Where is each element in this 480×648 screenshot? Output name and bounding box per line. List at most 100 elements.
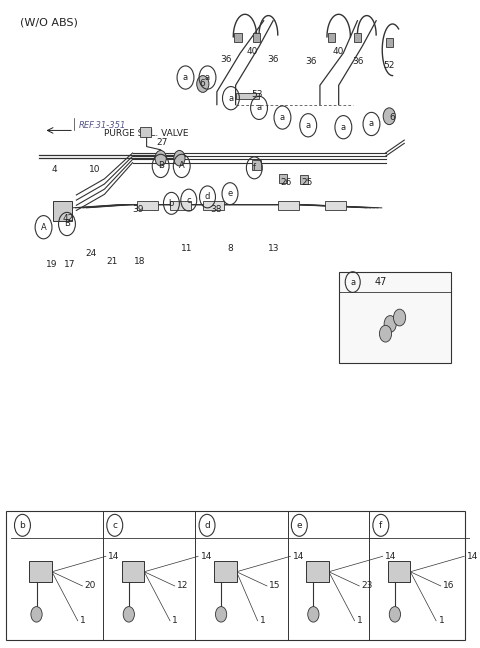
Text: 1: 1 bbox=[438, 616, 444, 625]
Text: d: d bbox=[205, 192, 210, 202]
Bar bbox=[137, 201, 158, 211]
Bar bbox=[253, 33, 261, 42]
Circle shape bbox=[379, 325, 392, 342]
Text: 16: 16 bbox=[443, 581, 455, 590]
Text: 40: 40 bbox=[246, 47, 258, 56]
Text: c: c bbox=[186, 196, 191, 205]
Text: 36: 36 bbox=[220, 55, 232, 64]
Text: c: c bbox=[112, 521, 117, 530]
Text: 27: 27 bbox=[156, 137, 168, 146]
Text: b: b bbox=[20, 521, 25, 530]
Bar bbox=[234, 33, 242, 42]
Circle shape bbox=[174, 150, 185, 166]
Text: 36: 36 bbox=[267, 55, 279, 64]
FancyBboxPatch shape bbox=[339, 272, 451, 363]
Text: 23: 23 bbox=[361, 581, 373, 590]
Text: a: a bbox=[341, 122, 346, 132]
Bar bbox=[385, 38, 393, 47]
Circle shape bbox=[197, 76, 209, 93]
Text: e: e bbox=[228, 189, 233, 198]
Text: 42: 42 bbox=[62, 214, 73, 224]
Text: 24: 24 bbox=[85, 249, 96, 257]
Text: B: B bbox=[64, 220, 70, 229]
Text: 14: 14 bbox=[108, 552, 120, 561]
Bar bbox=[53, 202, 72, 221]
Text: 14: 14 bbox=[201, 552, 212, 561]
Text: PURGE SOL. VALVE: PURGE SOL. VALVE bbox=[105, 129, 189, 138]
Bar bbox=[388, 561, 410, 582]
Text: f: f bbox=[379, 521, 383, 530]
Text: A: A bbox=[179, 161, 185, 170]
Text: (W/O ABS): (W/O ABS) bbox=[20, 17, 78, 27]
Text: 10: 10 bbox=[89, 165, 101, 174]
Bar bbox=[306, 561, 329, 582]
Circle shape bbox=[308, 607, 319, 622]
Text: 1: 1 bbox=[80, 616, 86, 625]
Text: 14: 14 bbox=[293, 552, 304, 561]
Text: 14: 14 bbox=[385, 552, 396, 561]
Text: 36: 36 bbox=[353, 57, 364, 66]
Text: 11: 11 bbox=[181, 244, 192, 253]
Text: 26: 26 bbox=[280, 178, 291, 187]
Text: b: b bbox=[169, 199, 174, 208]
Bar bbox=[279, 174, 287, 183]
Text: e: e bbox=[297, 521, 302, 530]
Text: 1: 1 bbox=[172, 616, 178, 625]
Text: 1: 1 bbox=[357, 616, 363, 625]
Text: a: a bbox=[350, 277, 355, 286]
Text: 13: 13 bbox=[268, 244, 280, 253]
Bar bbox=[354, 33, 361, 42]
Text: 53: 53 bbox=[251, 91, 263, 99]
Text: a: a bbox=[306, 121, 311, 130]
Text: 14: 14 bbox=[467, 552, 478, 561]
Text: 20: 20 bbox=[85, 581, 96, 590]
Bar bbox=[252, 160, 262, 170]
Bar bbox=[300, 175, 308, 184]
Bar bbox=[214, 561, 237, 582]
Text: 1: 1 bbox=[260, 616, 266, 625]
Text: 36: 36 bbox=[305, 57, 316, 66]
Bar bbox=[140, 127, 151, 137]
Text: 18: 18 bbox=[134, 257, 146, 266]
Circle shape bbox=[155, 150, 166, 166]
Text: 38: 38 bbox=[210, 205, 222, 214]
Circle shape bbox=[389, 607, 400, 622]
Text: 21: 21 bbox=[106, 257, 118, 266]
Bar bbox=[328, 33, 336, 42]
Text: 12: 12 bbox=[177, 581, 189, 590]
Text: 6: 6 bbox=[199, 79, 205, 88]
Text: 39: 39 bbox=[132, 205, 144, 214]
Text: f: f bbox=[253, 163, 256, 172]
Text: 19: 19 bbox=[46, 260, 58, 269]
Text: 6: 6 bbox=[389, 113, 395, 122]
Text: 17: 17 bbox=[64, 260, 75, 269]
Text: a: a bbox=[205, 73, 210, 82]
Text: 8: 8 bbox=[227, 244, 233, 253]
Bar bbox=[278, 201, 299, 211]
Text: a: a bbox=[256, 103, 262, 112]
Text: a: a bbox=[280, 113, 285, 122]
Circle shape bbox=[394, 309, 406, 326]
Circle shape bbox=[216, 607, 227, 622]
Circle shape bbox=[123, 607, 134, 622]
Text: 15: 15 bbox=[269, 581, 281, 590]
Circle shape bbox=[383, 108, 396, 124]
Text: 4: 4 bbox=[51, 165, 57, 174]
Text: a: a bbox=[369, 119, 374, 128]
Bar bbox=[203, 201, 224, 211]
Text: 52: 52 bbox=[384, 62, 395, 71]
Circle shape bbox=[384, 316, 396, 332]
Bar bbox=[236, 93, 259, 99]
Bar bbox=[29, 561, 52, 582]
Text: a: a bbox=[183, 73, 188, 82]
Text: a: a bbox=[228, 94, 233, 102]
Text: A: A bbox=[41, 223, 47, 232]
Text: 40: 40 bbox=[333, 47, 344, 56]
Circle shape bbox=[31, 607, 42, 622]
Text: B: B bbox=[158, 161, 164, 170]
Text: 47: 47 bbox=[375, 277, 387, 287]
Bar bbox=[170, 201, 191, 211]
Text: REF.31-351: REF.31-351 bbox=[79, 121, 126, 130]
Text: d: d bbox=[204, 521, 210, 530]
Text: 25: 25 bbox=[301, 178, 312, 187]
